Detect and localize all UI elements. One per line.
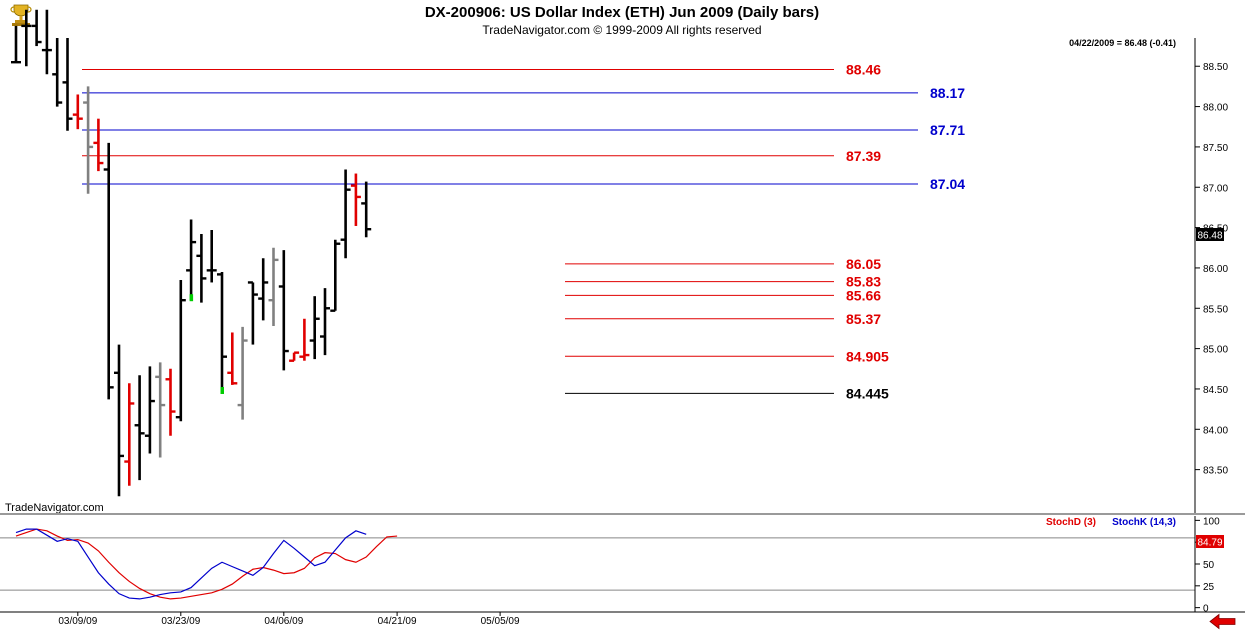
price-bar-0 <box>11 25 21 64</box>
level-label-4: 87.04 <box>930 176 965 192</box>
level-label-1: 88.17 <box>930 85 965 101</box>
quote-readout: 04/22/2009 = 86.48 (-0.41) <box>1069 38 1176 48</box>
legend-stochk: StochK (14,3) <box>1112 517 1176 528</box>
watermark: TradeNavigator.com <box>5 502 104 514</box>
price-bar-22 <box>237 326 248 420</box>
price-bar-16 <box>175 280 186 422</box>
date-label-4: 05/05/09 <box>481 616 520 627</box>
price-bar-20 <box>217 271 227 394</box>
price-bar-2 <box>31 9 42 47</box>
price-tick-label-4: 85.50 <box>1203 304 1228 315</box>
last-price-box <box>1196 228 1224 241</box>
price-tick-label-5: 86.00 <box>1203 264 1228 275</box>
price-bar-10 <box>114 344 124 497</box>
price-bar-11 <box>124 383 135 486</box>
last-price-label: 86.48 <box>1197 231 1222 242</box>
price-bar-27 <box>289 351 300 362</box>
price-bar-15 <box>165 368 176 436</box>
price-bar-5 <box>62 38 73 131</box>
legend-stochd: StochD (3) <box>1046 517 1096 528</box>
price-bar-4 <box>52 38 63 107</box>
stoch-tick-label-0: 0 <box>1203 604 1209 615</box>
level-label-7: 85.66 <box>846 287 881 303</box>
level-labels: 88.46 88.17 87.71 87.39 87.04 86.05 85.8385.66… <box>846 61 965 401</box>
price-bar-17 <box>186 219 197 302</box>
price-bar-32 <box>340 169 351 259</box>
stochastic-lines <box>15 528 398 600</box>
level-label-10: 84.445 <box>846 385 889 401</box>
stoch-series-1 <box>15 528 367 600</box>
price-tick-label-7: 87.00 <box>1203 183 1228 194</box>
price-bar-31 <box>330 239 341 312</box>
stoch-tick-label-2: 50 <box>1203 560 1215 571</box>
price-bar-25 <box>268 247 279 327</box>
level-label-8: 85.37 <box>846 311 881 327</box>
price-bar-28 <box>299 318 310 361</box>
price-tick-label-10: 88.50 <box>1203 62 1228 73</box>
gold-trophy-icon <box>10 4 32 26</box>
stoch-tick-label-1: 25 <box>1203 582 1215 593</box>
level-label-0: 88.46 <box>846 61 881 77</box>
price-bar-7 <box>83 86 94 194</box>
price-bar-29 <box>309 296 320 360</box>
price-tick-label-1: 84.00 <box>1203 425 1228 436</box>
price-bar-14 <box>155 362 166 458</box>
level-label-3: 87.39 <box>846 148 881 164</box>
price-bar-18 <box>196 234 207 303</box>
price-bar-9 <box>103 142 114 400</box>
price-bar-19 <box>206 230 217 283</box>
stoch-tick-label-4: 100 <box>1203 516 1220 527</box>
price-bar-6 <box>72 94 83 130</box>
date-axis: 03/09/09 03/23/09 04/06/09 04/21/09 05/05/09 <box>58 612 520 627</box>
price-levels <box>82 68 918 394</box>
price-bar-24 <box>258 258 269 321</box>
chart-title: DX-200906: US Dollar Index (ETH) Jun 200… <box>425 4 819 21</box>
price-bar-1 <box>21 9 32 67</box>
date-label-1: 03/23/09 <box>161 616 200 627</box>
price-tick-label-8: 87.50 <box>1203 143 1228 154</box>
chart-subtitle: TradeNavigator.com © 1999-2009 All right… <box>482 23 761 37</box>
price-tick-label-0: 83.50 <box>1203 466 1228 477</box>
price-bar-21 <box>227 332 238 385</box>
last-stoch-label: 84.79 <box>1197 538 1222 549</box>
price-bar-23 <box>247 281 258 345</box>
price-bar-26 <box>278 250 289 371</box>
price-tick-label-2: 84.50 <box>1203 385 1228 396</box>
price-bar-12 <box>134 375 145 481</box>
last-stoch-box <box>1196 535 1224 548</box>
level-label-9: 84.905 <box>846 348 889 364</box>
date-label-3: 04/21/09 <box>378 616 417 627</box>
stoch-series-0 <box>15 528 398 600</box>
level-label-2: 87.71 <box>930 122 965 138</box>
price-panel[interactable]: 88.46 88.17 87.71 87.39 87.04 86.05 85.8385.66… <box>11 9 965 497</box>
price-bar-13 <box>144 366 155 454</box>
price-bar-30 <box>320 288 330 356</box>
price-bar-34 <box>361 181 372 238</box>
price-bar-33 <box>350 173 361 226</box>
red-left-arrow-icon[interactable] <box>1206 613 1236 630</box>
date-label-2: 04/06/09 <box>264 616 303 627</box>
price-bars <box>11 9 372 497</box>
date-label-0: 03/09/09 <box>58 616 97 627</box>
price-bar-3 <box>41 9 52 75</box>
price-bar-8 <box>93 118 104 172</box>
price-tick-label-9: 88.00 <box>1203 103 1228 114</box>
level-label-5: 86.05 <box>846 256 881 272</box>
stochastic-reference-lines <box>0 537 1195 591</box>
stochastic-panel[interactable] <box>0 528 1195 600</box>
price-tick-label-3: 85.00 <box>1203 345 1228 356</box>
level-label-6: 85.83 <box>846 274 881 290</box>
